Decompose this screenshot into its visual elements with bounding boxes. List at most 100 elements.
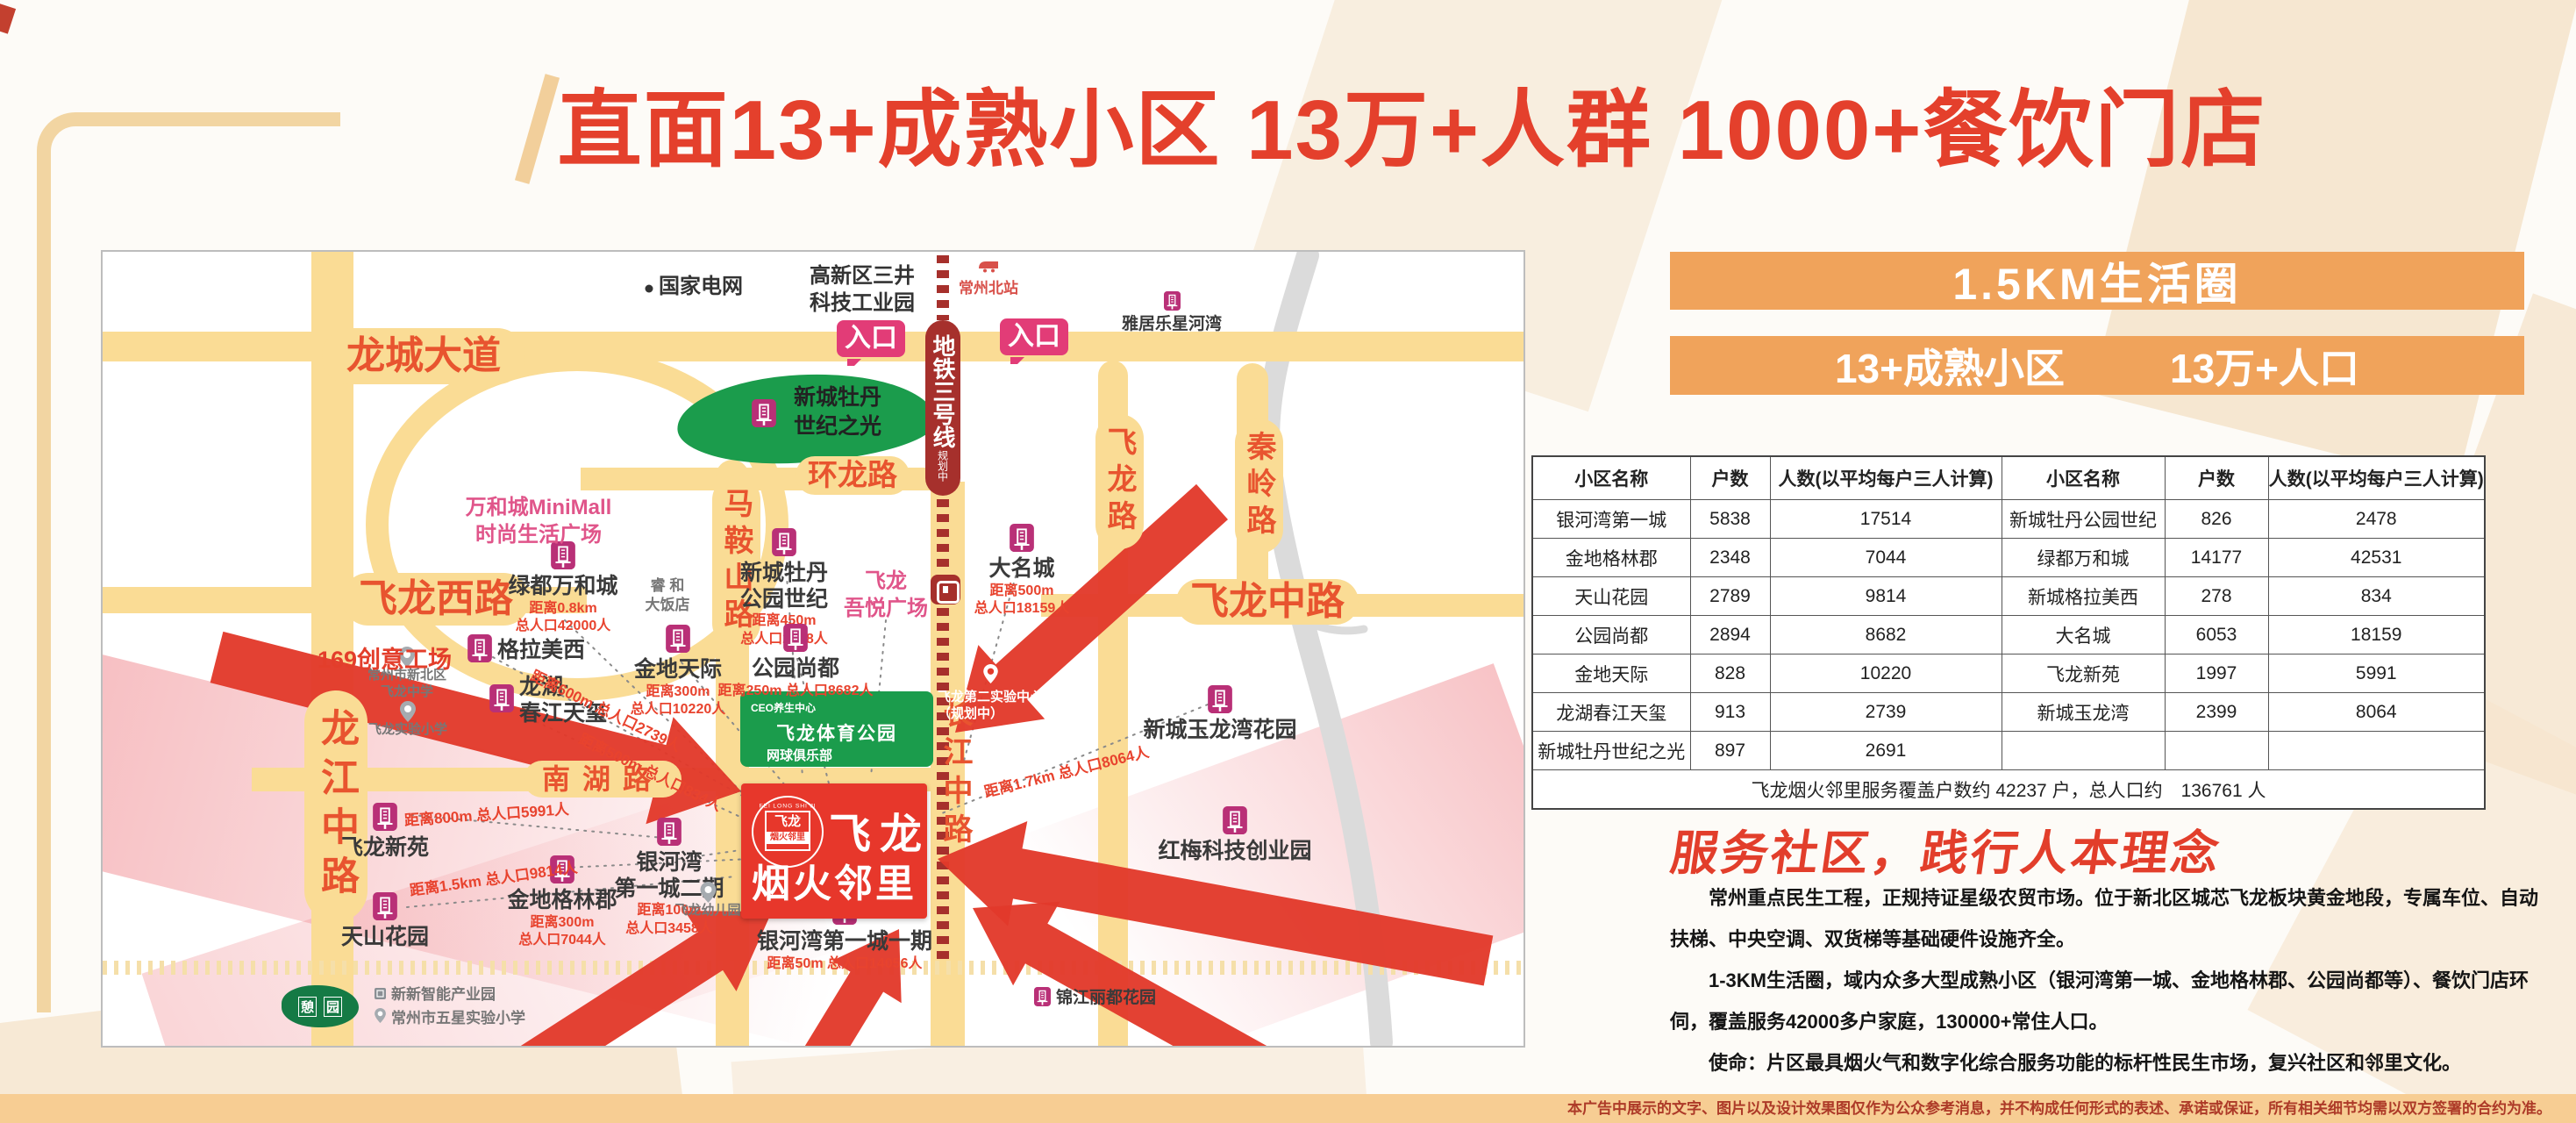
table-cell: 14177 [2164,538,2269,577]
table-cell [2267,731,2486,770]
poi-text: 169创意工场 [318,647,453,673]
marker-name: 绿都万和城 [508,574,618,598]
pinwhite-icon [982,664,998,689]
table-header-cell: 小区名称 [2001,455,2166,500]
table-header-row: 小区名称 户数 人数(以平均每户三人计算) 小区名称 户数 人数(以平均每户三人计算) [1531,455,2486,500]
table-cell: 913 [1689,692,1771,732]
map-poi-label: 飞龙 吾悦广场 [844,568,928,622]
train-icon [977,259,1000,279]
map-poi-label: 万和城MiniMall 时尚生活广场 [466,494,612,548]
table-cell: 新城牡丹世纪之光 [1531,731,1691,770]
table-cell: 834 [2267,576,2486,616]
building-icon [1208,685,1232,713]
marker-name: 金地天际 [633,657,722,682]
poi-text: 常州市五星实验小学 [391,1009,525,1026]
road-label-qinling: 秦岭路 [1235,418,1283,554]
map-marker: 绿都万和城 距离0.8km 总人口42000人 [484,541,642,636]
building-icon [666,625,690,653]
table-cell: 金地天际 [1531,654,1691,693]
table-cell: 2348 [1689,538,1771,577]
community-table-foot: 飞龙烟火邻里服务覆盖户数约 42237 户，总人口约 136761 人 [1531,769,2486,810]
service-paragraph-mission: 使命：片区最具烟火气和数字化综合服务功能的标杆性民生市场，复兴社区和邻里文化。 [1670,1042,2551,1084]
marker-name: 天山花园 [340,925,429,949]
table-footer-cell: 飞龙烟火邻里服务覆盖户数约 42237 户，总人口约 136761 人 [1531,769,2486,810]
building-icon [467,634,492,662]
location-map: 新城牡丹 世纪之光 CEO养生中心 飞龙体育公园 网球俱乐部 憩 园 龙城大道 飞… [101,250,1525,1048]
pin-icon [399,701,416,722]
corner-notch-decoration [0,3,17,34]
pin-icon [699,882,716,903]
table-cell: 2691 [1769,731,2002,770]
banner-stat-communities: 13+成熟小区 [1834,345,2065,391]
metro-line-dashes [937,499,949,573]
connector-line [564,619,748,798]
table-cell: 飞龙新苑 [2001,654,2166,693]
convergence-arrow [804,929,902,1046]
metro-station-icon [931,575,960,604]
building-icon [1163,291,1181,311]
connector-line [410,814,665,839]
marker-name: 龙湖· 春江天玺 [519,675,608,726]
service-heading: 服务社区，践行人本理念 [1667,827,2225,880]
qiyuan-char: 园 [324,996,343,1017]
map-marker: 锦江丽都花园 [1034,987,1156,1011]
page-title: 直面13+成熟小区 13万+人群 1000+餐饮门店 [557,83,2267,177]
table-cell: 8682 [1769,615,2002,654]
table-cell: 新城格拉美西 [2001,576,2166,616]
table-cell: 826 [2164,499,2269,539]
building-icon [657,818,681,846]
building-icon [1223,806,1247,839]
building-icon [467,634,492,667]
building-icon [550,855,574,883]
road-label-nanhu: 南湖路 [524,761,681,798]
logo-box: 飞龙 烟火邻里 [765,811,810,851]
map-marker: 飞龙新苑 [306,803,464,862]
banner-life-circle-text: 1.5KM生活圈 [1952,260,2242,309]
project-logo: FEI LONG SHI JI 飞龙 烟火邻里 [752,796,824,868]
building-icon [1010,524,1034,552]
table-header-cell: 人数(以平均每户三人计算) [1769,455,2002,500]
sports-park-area: CEO养生中心 飞龙体育公园 网球俱乐部 [740,691,933,767]
metro-line-dashes [937,255,949,320]
map-pin-label: 飞龙幼儿园 [674,882,741,919]
table-cell: 10220 [1769,654,2002,693]
map-poi-label: 169创意工场 [318,645,452,676]
table-cell: 天山花园 [1531,576,1691,616]
table-header-cell: 户数 [1689,455,1771,500]
building-icon [783,624,808,656]
road-label-longjiang: 龙江中路 [304,690,367,922]
building-icon [1223,806,1247,834]
map-poi-label: 国家电网 [645,273,743,300]
table-cell: 新城玉龙湾 [2001,692,2166,732]
project-name-line1: 飞龙 [829,812,931,858]
marker-distance: 距离50m 总人口14056人 [767,955,923,971]
map-poi-label: 新新智能产业园 [375,985,496,1005]
building-icon [551,541,575,569]
mission-label: 使命： [1709,1052,1767,1074]
poi-text: 国家电网 [659,275,743,298]
green-area-label: 新城牡丹 世纪之光 [794,383,881,440]
building-icon [489,684,514,712]
road-label-huanlong: 环龙路 [796,456,910,495]
map-poi-label: 睿 和大饭店 [646,576,690,615]
banner-life-circle: 1.5KM生活圈 [1670,252,2524,310]
qiyuan-green-area: 憩 园 [282,985,359,1027]
building-icon [1034,987,1051,1006]
map-pin-label: 飞龙实验小学 [368,701,447,739]
table-cell: 公园尚都 [1531,615,1691,654]
map-marker: 金地天际 距离300m 总人口10220人 [599,625,757,719]
disclaimer-text: 本广告中展示的文字、图片以及设计效果图仅作为公众参考消息，并不构成任何形式的表述… [1567,1100,2551,1117]
service-paragraph-2: 1-3KM生活圈，域内众多大型成熟小区（银河湾第一城、金地格林郡、公园尚都等）、… [1670,969,2530,1033]
marker-name: 飞龙新苑 [340,835,429,860]
map-poi-label: 高新区三井 科技工业园 [810,262,915,317]
convergence-arrow [938,821,1494,986]
marker-name: 公园尚都 [751,656,839,681]
table-footer-row: 飞龙烟火邻里服务覆盖户数约 42237 户，总人口约 136761 人 [1531,769,2486,810]
banner-stats: 13+成熟小区 13万+人口 [1670,336,2524,395]
map-marker: 大名城 距离500m 总人口18159人 [943,524,1101,619]
building-icon [373,803,397,831]
entrance-badge: 入口 [1000,318,1068,364]
project-name-line2: 烟火邻里 [752,862,917,905]
map-marker: 龙湖· 春江天玺 [489,675,607,726]
